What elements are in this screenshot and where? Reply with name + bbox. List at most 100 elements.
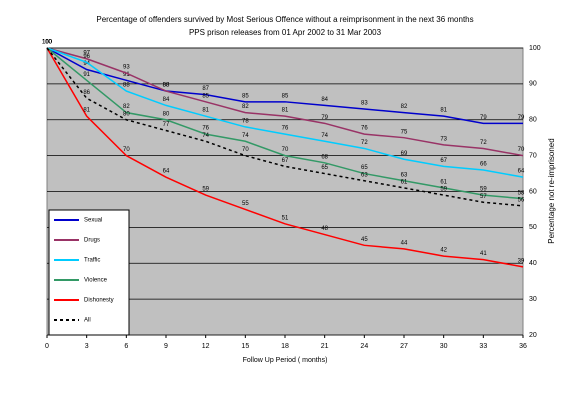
data-label: 57 — [480, 194, 487, 200]
x-tick-label: 0 — [45, 343, 49, 350]
series-line — [46, 47, 524, 207]
series-line — [46, 47, 524, 157]
data-label: 56 — [518, 197, 525, 203]
data-label: 82 — [242, 104, 249, 110]
data-label: 97 — [83, 50, 90, 56]
legend-label: Dishonesty — [84, 298, 114, 304]
x-axis-label: Follow Up Period ( months) — [243, 357, 328, 364]
data-label: 63 — [361, 172, 368, 178]
data-label: 67 — [282, 158, 289, 164]
data-label: 70 — [518, 147, 525, 153]
data-label: 88 — [163, 83, 170, 89]
chart-subtitle: PPS prison releases from 01 Apr 2002 to … — [189, 28, 382, 37]
data-label: 77 — [163, 122, 170, 128]
data-label: 80 — [123, 111, 130, 117]
data-label: 84 — [163, 97, 170, 103]
data-label: 86 — [83, 90, 90, 96]
x-tick-label: 9 — [164, 343, 168, 350]
data-label: 74 — [202, 133, 209, 139]
data-label: 44 — [401, 240, 408, 246]
data-label: 81 — [202, 108, 209, 114]
x-tick-label: 36 — [519, 343, 527, 350]
legend-label: All — [84, 318, 91, 324]
data-label: 67 — [440, 158, 447, 164]
series-line — [46, 47, 524, 200]
y-axis-label: Percentage not re-imprisoned — [547, 138, 556, 243]
data-label: 41 — [480, 251, 487, 257]
data-label: 83 — [361, 101, 368, 107]
data-label: 78 — [242, 119, 249, 125]
data-label: 79 — [518, 115, 525, 121]
data-label: 76 — [202, 126, 209, 132]
data-label: 59 — [202, 187, 209, 193]
data-label: 59 — [480, 187, 487, 193]
data-label: 81 — [282, 108, 289, 114]
data-label: 100 — [42, 40, 53, 46]
data-label: 59 — [440, 187, 447, 193]
x-tick-label: 6 — [124, 343, 128, 350]
x-tick-label: 33 — [479, 343, 487, 350]
y-tick-label: 30 — [529, 296, 537, 303]
data-label: 87 — [202, 86, 209, 92]
data-label: 80 — [163, 111, 170, 117]
data-label: 100 — [42, 40, 53, 46]
data-label: 81 — [83, 108, 90, 114]
x-tick-label: 27 — [400, 343, 408, 350]
x-tick-label: 21 — [321, 343, 329, 350]
data-label: 76 — [361, 126, 368, 132]
data-label: 84 — [321, 97, 328, 103]
data-label: 69 — [401, 151, 408, 157]
y-tick-label: 40 — [529, 260, 537, 267]
data-label: 72 — [480, 140, 487, 146]
data-label: 64 — [518, 169, 525, 175]
data-label: 61 — [440, 179, 447, 185]
series-line — [46, 47, 524, 268]
x-tick-label: 15 — [241, 343, 249, 350]
legend-box — [48, 209, 130, 336]
x-tick-label: 24 — [360, 343, 368, 350]
data-label: 70 — [242, 147, 249, 153]
data-label: 96 — [83, 54, 90, 60]
data-label: 100 — [42, 40, 53, 46]
data-label: 91 — [123, 72, 130, 78]
data-label: 100 — [42, 40, 53, 46]
data-label: 61 — [401, 179, 408, 185]
x-tick-label: 18 — [281, 343, 289, 350]
legend-label: Traffic — [84, 258, 100, 264]
y-tick-label: 60 — [529, 188, 537, 195]
data-label: 79 — [321, 115, 328, 121]
y-tick-label: 80 — [529, 117, 537, 124]
data-label: 72 — [361, 140, 368, 146]
data-label: 64 — [163, 169, 170, 175]
data-label: 76 — [282, 126, 289, 132]
data-label: 63 — [401, 172, 408, 178]
series-line — [46, 47, 524, 178]
data-label: 74 — [242, 133, 249, 139]
data-label: 85 — [282, 93, 289, 99]
data-label: 65 — [321, 165, 328, 171]
data-label: 51 — [282, 215, 289, 221]
data-label: 93 — [123, 65, 130, 71]
y-tick-label: 100 — [529, 45, 541, 52]
data-label: 65 — [361, 165, 368, 171]
legend-label: Violence — [84, 278, 108, 284]
x-tick-label: 3 — [85, 343, 89, 350]
legend-label: Drugs — [84, 238, 100, 244]
data-label: 94 — [83, 61, 90, 67]
y-tick-label: 70 — [529, 152, 537, 159]
data-label: 88 — [163, 83, 170, 89]
data-label: 79 — [480, 115, 487, 121]
x-tick-label: 30 — [440, 343, 448, 350]
data-label: 68 — [321, 154, 328, 160]
y-tick-label: 20 — [529, 332, 537, 339]
data-label: 91 — [83, 72, 90, 78]
data-label: 48 — [321, 226, 328, 232]
legend-label: Sexual — [84, 218, 102, 224]
data-label: 70 — [123, 147, 130, 153]
data-label: 81 — [440, 108, 447, 114]
data-label: 58 — [518, 190, 525, 196]
data-label: 39 — [518, 258, 525, 264]
data-label: 100 — [42, 40, 53, 46]
